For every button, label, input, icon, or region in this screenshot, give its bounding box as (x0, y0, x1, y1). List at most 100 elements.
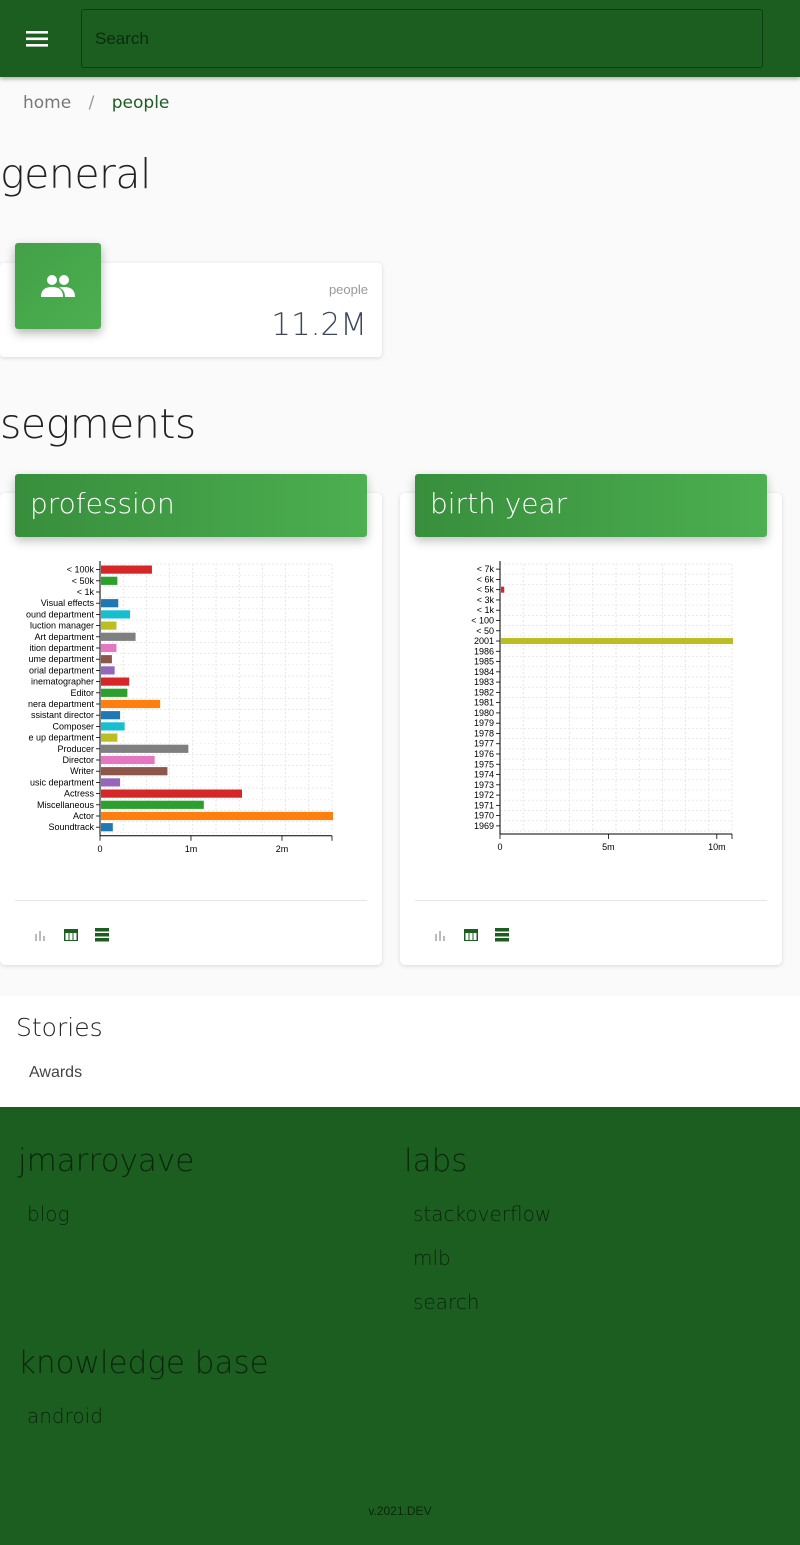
footer-link-search[interactable]: search (413, 1290, 480, 1314)
y-tick-label: luction manager (30, 621, 94, 631)
chart-bar (101, 711, 121, 720)
y-tick-label: < 100 (471, 615, 494, 625)
segment-title: birth year (415, 474, 767, 537)
y-tick-label: 1978 (474, 728, 494, 738)
chart-bar (101, 565, 152, 574)
bar-chart-icon[interactable] (31, 926, 48, 943)
chart-bar (101, 767, 168, 776)
x-tick-label: 2m (276, 844, 289, 854)
chart-bar (101, 811, 333, 821)
y-tick-label: < 7k (477, 564, 495, 574)
y-tick-label: Director (62, 755, 94, 765)
segment-card-profession (0, 493, 382, 965)
y-tick-label: Actress (64, 789, 95, 799)
y-tick-label: 1969 (474, 821, 494, 831)
section-title-segments: segments (0, 400, 196, 448)
footer: jmarroyave blog labs stackoverflow mlb s… (0, 1107, 800, 1545)
divider (15, 900, 367, 901)
birth-year-chart: < 7k< 6k< 5k< 3k< 1k< 100< 5020011986198… (471, 561, 733, 852)
list-icon[interactable] (493, 926, 510, 943)
y-tick-label: Miscellaneous (37, 800, 95, 810)
menu-icon[interactable] (22, 25, 54, 53)
chart-bar (101, 789, 243, 798)
table-icon[interactable] (462, 926, 479, 943)
footer-heading-jmarroyave: jmarroyave (18, 1143, 195, 1179)
footer-link-mlb[interactable]: mlb (413, 1246, 451, 1270)
breadcrumb-separator: / (88, 93, 95, 113)
breadcrumb-current: people (111, 93, 170, 113)
segment-card-birth-year (400, 493, 782, 965)
y-tick-label: Actor (73, 811, 94, 821)
chart-bar (101, 599, 119, 608)
y-tick-label: ssistant director (31, 710, 94, 720)
y-tick-label: 1971 (474, 800, 494, 810)
footer-heading-knowledge-base: knowledge base (18, 1345, 269, 1381)
chart-bar (501, 638, 733, 645)
y-tick-label: < 1k (477, 605, 495, 615)
y-tick-label: 1977 (474, 739, 494, 749)
search-input[interactable] (82, 10, 762, 67)
x-tick-label: 1m (185, 844, 198, 854)
y-tick-label: < 50k (72, 576, 95, 586)
y-tick-label: < 6k (477, 574, 495, 584)
y-tick-label: 1973 (474, 780, 494, 790)
chart-bar (101, 632, 136, 641)
y-tick-label: 1984 (474, 667, 494, 677)
y-tick-label: Art department (34, 632, 94, 642)
chart-bar (101, 744, 189, 753)
chart-bar (101, 800, 204, 809)
y-tick-label: inematographer (31, 677, 94, 687)
y-tick-label: 1976 (474, 749, 494, 759)
footer-link-blog[interactable]: blog (27, 1202, 70, 1226)
breadcrumb-home[interactable]: home (23, 93, 72, 113)
footer-link-android[interactable]: android (27, 1404, 103, 1428)
people-icon (15, 243, 101, 329)
y-tick-label: Soundtrack (48, 822, 94, 832)
y-tick-label: orial department (29, 665, 95, 675)
x-tick-label: 5m (602, 842, 615, 852)
bar-chart-icon[interactable] (431, 926, 448, 943)
chart-bar (101, 733, 118, 742)
footer-link-stackoverflow[interactable]: stackoverflow (413, 1202, 552, 1226)
segment-toolbar (431, 926, 510, 946)
list-icon[interactable] (93, 926, 110, 943)
y-tick-label: 1970 (474, 811, 494, 821)
y-tick-label: Visual effects (41, 598, 95, 608)
story-link-awards[interactable]: Awards (29, 1064, 83, 1081)
chart-bar (101, 643, 117, 653)
y-tick-label: < 3k (477, 595, 495, 605)
chart-bar (101, 722, 125, 731)
chart-bar (101, 699, 161, 709)
y-tick-label: 1974 (474, 770, 494, 780)
stat-label: people (328, 282, 368, 297)
breadcrumb: home / people (23, 93, 169, 113)
y-tick-label: nera department (28, 699, 95, 709)
y-tick-label: Producer (57, 744, 94, 754)
chart-bar (101, 677, 130, 686)
chart-bar (101, 666, 115, 675)
version-label: v.2021.DEV (368, 1504, 432, 1518)
y-tick-label: < 5k (477, 585, 495, 595)
x-tick-label: 0 (497, 842, 502, 852)
chart-bar (101, 610, 131, 619)
chart-bar (101, 688, 128, 697)
chart-bar (501, 586, 505, 593)
y-tick-label: 1986 (474, 646, 494, 656)
y-tick-label: 1985 (474, 657, 494, 667)
y-tick-label: ume department (28, 654, 94, 664)
search-box (81, 9, 763, 68)
stories-panel: Stories Awards (0, 996, 800, 1107)
y-tick-label: Editor (70, 688, 94, 698)
table-icon[interactable] (62, 926, 79, 943)
chart-bar (101, 655, 112, 664)
divider (415, 900, 767, 901)
chart-bar (101, 823, 113, 832)
chart-bar (101, 778, 121, 787)
x-tick-label: 0 (97, 844, 102, 854)
y-tick-label: ition department (29, 643, 94, 653)
segment-toolbar (31, 926, 110, 946)
y-tick-label: 1979 (474, 718, 494, 728)
top-app-bar (0, 0, 800, 77)
y-tick-label: ound department (26, 609, 95, 619)
